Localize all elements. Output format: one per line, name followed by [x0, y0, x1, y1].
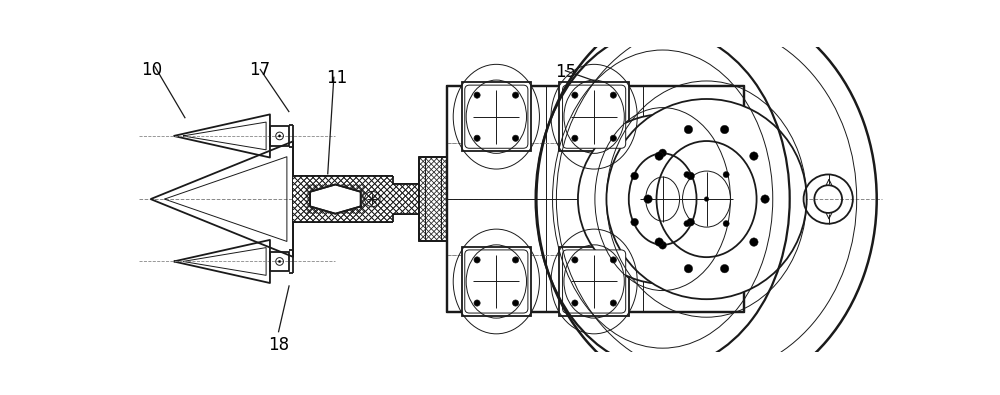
Circle shape — [610, 257, 616, 263]
Circle shape — [720, 264, 729, 273]
Circle shape — [512, 257, 519, 263]
FancyBboxPatch shape — [563, 250, 626, 313]
Text: 11: 11 — [326, 69, 347, 87]
Bar — [462, 82, 531, 151]
Circle shape — [572, 257, 578, 263]
Text: 15: 15 — [555, 63, 576, 81]
Circle shape — [631, 172, 638, 180]
Circle shape — [704, 197, 709, 201]
Bar — [559, 82, 629, 151]
Circle shape — [684, 220, 690, 227]
Circle shape — [750, 238, 758, 246]
Bar — [447, 86, 744, 312]
Circle shape — [610, 300, 616, 306]
FancyBboxPatch shape — [563, 85, 626, 148]
FancyBboxPatch shape — [465, 250, 528, 313]
Circle shape — [684, 264, 693, 273]
Bar — [462, 247, 531, 316]
Circle shape — [474, 92, 480, 98]
Circle shape — [723, 220, 729, 227]
Circle shape — [687, 218, 695, 226]
Circle shape — [684, 171, 690, 178]
Circle shape — [278, 260, 281, 263]
Circle shape — [655, 238, 663, 246]
Circle shape — [572, 92, 578, 98]
Circle shape — [684, 125, 693, 134]
Circle shape — [474, 257, 480, 263]
Bar — [559, 247, 629, 316]
Circle shape — [723, 171, 729, 178]
Circle shape — [610, 135, 616, 141]
Circle shape — [512, 300, 519, 306]
Circle shape — [606, 99, 807, 299]
Circle shape — [474, 135, 480, 141]
Circle shape — [572, 135, 578, 141]
Circle shape — [761, 195, 769, 203]
Circle shape — [659, 241, 666, 249]
Circle shape — [610, 92, 616, 98]
Circle shape — [655, 152, 663, 160]
Bar — [393, 184, 419, 214]
Bar — [270, 252, 289, 271]
Circle shape — [720, 125, 729, 134]
Circle shape — [750, 152, 758, 160]
Text: 17: 17 — [249, 61, 270, 79]
Circle shape — [644, 195, 652, 203]
Circle shape — [631, 218, 638, 226]
Bar — [419, 157, 447, 241]
FancyBboxPatch shape — [465, 85, 528, 148]
Circle shape — [659, 149, 666, 157]
Circle shape — [474, 300, 480, 306]
Circle shape — [278, 135, 281, 137]
Polygon shape — [310, 184, 361, 214]
Circle shape — [512, 92, 519, 98]
Text: 10: 10 — [141, 61, 162, 79]
Circle shape — [572, 300, 578, 306]
Text: 18: 18 — [268, 336, 289, 354]
Circle shape — [578, 115, 747, 284]
Circle shape — [687, 172, 695, 180]
Bar — [293, 176, 393, 222]
Circle shape — [512, 135, 519, 141]
Bar — [270, 126, 289, 146]
